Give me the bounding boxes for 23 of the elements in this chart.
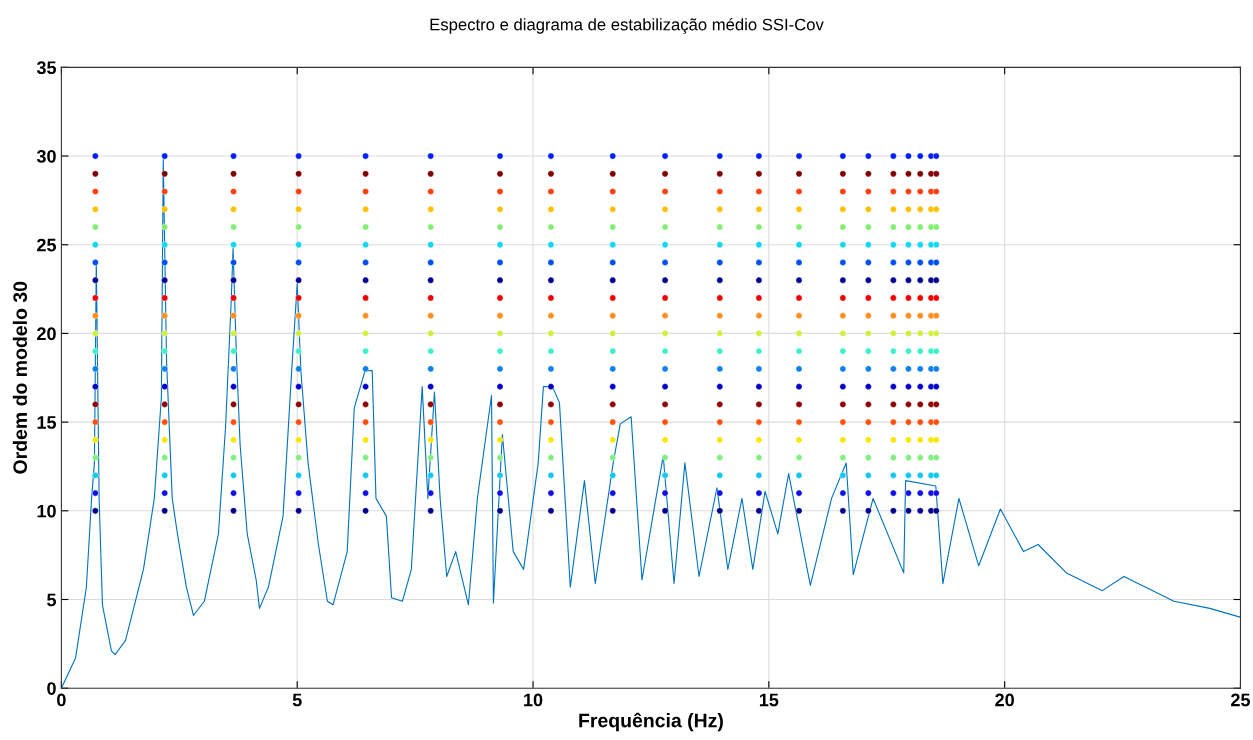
- point: [865, 312, 872, 319]
- point: [795, 152, 803, 160]
- y-tick-label: 35: [36, 61, 57, 75]
- x-tick-label: 20: [995, 693, 1014, 707]
- point: [496, 223, 504, 231]
- point: [496, 365, 504, 373]
- chart-title: Espectro e diagrama de estabilização médio SSI-Cov: [430, 18, 824, 34]
- y-tick-label: 5: [47, 593, 57, 607]
- x-tick-label: 5: [292, 693, 302, 707]
- point: [661, 365, 669, 373]
- y-axis-title: Ordem do modelo 30: [12, 281, 28, 474]
- x-tick-label: 10: [524, 693, 543, 707]
- x-tick-label: 0: [57, 693, 66, 707]
- y-tick-label: 25: [37, 238, 57, 252]
- y-tick-label: 20: [37, 327, 56, 341]
- point: [795, 418, 803, 426]
- x-axis-title: Frequência (Hz): [579, 712, 723, 732]
- y-tick-label: 0: [47, 682, 56, 695]
- x-tick-label: 25: [1231, 693, 1251, 707]
- y-tick-label: 10: [37, 504, 56, 518]
- x-tick-label: 15: [759, 693, 779, 707]
- y-tick-label: 15: [37, 416, 57, 429]
- y-tick-label: 30: [36, 149, 56, 163]
